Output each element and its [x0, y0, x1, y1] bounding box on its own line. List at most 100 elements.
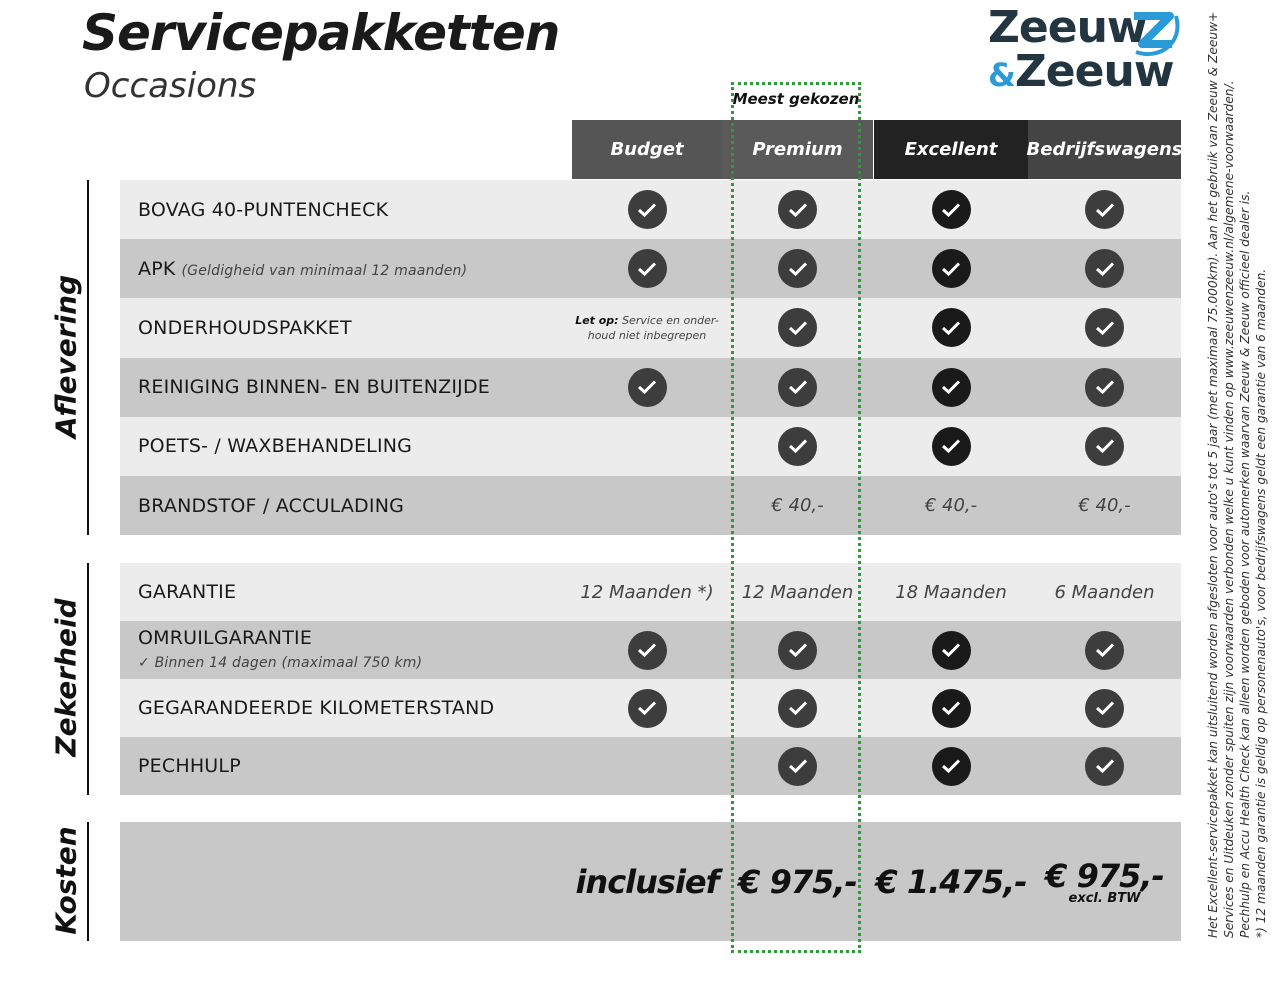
cell-budget — [572, 358, 722, 417]
row-label: PECHHULP — [138, 755, 241, 777]
cell-premium — [722, 679, 873, 737]
cell-value: 12 Maanden — [741, 581, 854, 603]
column-header-budget: Budget — [572, 120, 722, 179]
table-row: POETS- / WAXBEHANDELING — [120, 416, 1181, 476]
cell-bedrijfswagens — [1028, 180, 1181, 239]
cell-value: € 975,- — [1045, 857, 1165, 895]
cell-value: € 40,- — [771, 495, 824, 517]
cell-excellent — [874, 298, 1028, 357]
checkmark-icon — [778, 367, 817, 407]
row-label-text: GARANTIE — [138, 581, 237, 603]
row-label-text: BRANDSTOF / ACCULADING — [138, 494, 405, 517]
footnotes: Het Excellent-servicepakket kan uitsluit… — [1205, 12, 1269, 939]
cell-value: € 40,- — [1078, 495, 1131, 517]
cell-excellent: € 40,- — [874, 476, 1028, 535]
checkmark-icon — [627, 630, 667, 670]
cell-excellent: 18 Maanden — [874, 563, 1028, 621]
cell-bedrijfswagens — [1028, 358, 1181, 417]
checkmark-icon — [627, 688, 667, 728]
row-label: BRANDSTOF / ACCULADING — [138, 495, 404, 517]
cell-budget: Let op: Service en onder-houd niet inbeg… — [572, 298, 722, 357]
table-row: inclusief € 975,- € 1.475,- € 975,- excl. BT… — [120, 822, 1181, 941]
table-row: OMRUILGARANTIE ✓ Binnen 14 dagen (maximaa… — [120, 621, 1181, 679]
table-row: BRANDSTOF / ACCULADING € 40,- € 40,- € 40,- — [120, 476, 1181, 536]
row-label-text: ONDERHOUDSPAKKET — [138, 316, 352, 339]
cell-premium: € 40,- — [722, 476, 873, 535]
section-label-kosten: Kosten — [49, 825, 83, 935]
row-label-text: OMRUILGARANTIE — [138, 627, 313, 649]
checkmark-icon — [931, 190, 971, 230]
checkmark-icon — [1085, 190, 1124, 230]
checkmark-icon — [778, 190, 817, 230]
checkmark-icon — [931, 688, 971, 728]
section-divider-line — [87, 822, 89, 941]
column-header-bedrijfswagens: Bedrijfswagens — [1027, 120, 1183, 179]
note-line1: Service en onder- — [618, 313, 719, 327]
checkmark-icon — [778, 746, 817, 786]
table-row: APK (Geldigheid van minimaal 12 maanden) — [120, 239, 1181, 299]
cell-value: 12 Maanden *) — [580, 581, 714, 603]
section-label-aflevering: Aflevering — [49, 274, 83, 438]
row-label: OMRUILGARANTIE ✓ Binnen 14 dagen (maximaa… — [138, 627, 422, 671]
section-divider-line — [87, 563, 89, 795]
checkmark-icon — [1085, 308, 1124, 348]
row-label-detail: ✓ Binnen 14 dagen (maximaal 750 km) — [138, 655, 423, 671]
cell-excellent — [874, 239, 1028, 298]
checkmark-icon — [627, 367, 667, 407]
cell-premium — [722, 737, 873, 795]
checkmark-icon — [931, 630, 971, 670]
row-label: GARANTIE — [138, 581, 236, 603]
cell-budget — [572, 476, 722, 535]
cell-premium — [722, 239, 873, 298]
cell-value: inclusief — [575, 862, 719, 901]
cell-bedrijfswagens — [1028, 679, 1181, 737]
cell-premium — [722, 298, 873, 357]
footnote-line: *) 12 maanden garantie is geldig op pers… — [1254, 268, 1268, 938]
cell-budget — [572, 621, 722, 679]
cell-budget: inclusief — [572, 822, 722, 941]
cell-premium — [722, 358, 873, 417]
cell-bedrijfswagens: 6 Maanden — [1028, 563, 1181, 621]
footnote-line: Services en Uitdeuken zonder spuiten zij… — [1222, 80, 1236, 939]
checkmark-icon — [931, 426, 971, 466]
note-text: Let op: Service en onder-houd niet inbeg… — [575, 313, 719, 343]
cell-bedrijfswagens — [1028, 621, 1181, 679]
checkmark-icon — [931, 746, 971, 786]
cell-excellent — [874, 679, 1028, 737]
footnote-line: Pechhulp en Accu Health Check kan alleen… — [1238, 190, 1252, 938]
row-label-text: GEGARANDEERDE KILOMETERSTAND — [138, 697, 495, 719]
note-bold: Let op: — [575, 313, 619, 327]
price-subnote: excl. BTW — [1068, 891, 1141, 906]
cell-excellent — [874, 180, 1028, 239]
checkmark-icon — [778, 308, 817, 348]
cell-value: € 1.475,- — [875, 862, 1027, 901]
row-label: BOVAG 40-PUNTENCHECK — [138, 199, 388, 221]
row-label: GEGARANDEERDE KILOMETERSTAND — [138, 697, 494, 719]
row-label-text: PECHHULP — [138, 755, 241, 777]
cell-excellent — [874, 621, 1028, 679]
row-label-detail: (Geldigheid van minimaal 12 maanden) — [181, 262, 468, 279]
checkmark-icon — [627, 190, 667, 230]
checkmark-icon — [1085, 630, 1124, 670]
row-label: REINIGING BINNEN- EN BUITENZIJDE — [138, 376, 490, 398]
zeeuw-zeeuw-logo: Zeeuw &Zeeuw — [988, 2, 1188, 100]
row-label-text: REINIGING BINNEN- EN BUITENZIJDE — [138, 376, 490, 399]
cell-value: 6 Maanden — [1054, 581, 1155, 603]
row-label: APK (Geldigheid van minimaal 12 maanden) — [138, 258, 467, 280]
page-title: Servicepakketten — [82, 4, 560, 62]
cell-premium — [722, 180, 873, 239]
table-row: REINIGING BINNEN- EN BUITENZIJDE — [120, 357, 1181, 417]
cell-premium: € 975,- — [722, 822, 873, 941]
most-chosen-label: Meest gekozen — [732, 90, 860, 108]
cell-bedrijfswagens: € 975,- excl. BTW — [1028, 822, 1181, 941]
cell-premium — [722, 621, 873, 679]
logo-z-emblem-icon — [1134, 12, 1180, 57]
checkmark-icon — [778, 426, 817, 466]
checkmark-icon — [1085, 249, 1124, 289]
row-label-text: POETS- / WAXBEHANDELING — [138, 435, 413, 458]
cell-excellent: € 1.475,- — [874, 822, 1028, 941]
cell-budget — [572, 239, 722, 298]
row-label-text: APK — [138, 257, 176, 280]
table-row: GARANTIE 12 Maanden *) 12 Maanden 18 Maande… — [120, 563, 1181, 621]
cell-budget — [572, 679, 722, 737]
